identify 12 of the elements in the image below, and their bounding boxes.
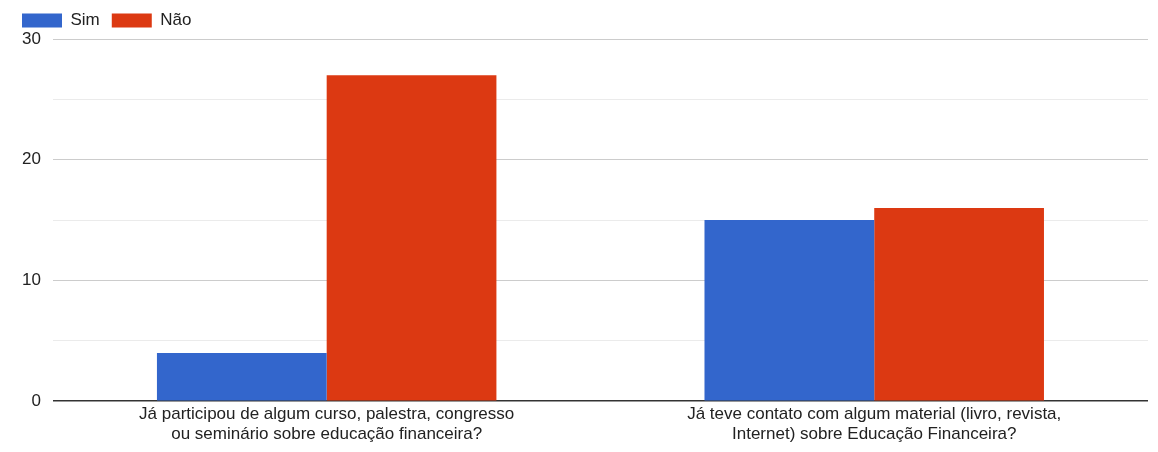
legend-label: Sim (70, 10, 100, 30)
x-tick-label: Já participou de algum curso, palestra, congresso ou seminário sobre educação financeira? (139, 404, 515, 444)
x-tick-label: Já teve contato com algum material (livro, revista, Internet) sobre Educação Financeira? (687, 404, 1062, 444)
y-tick-label: 20 (21, 149, 41, 169)
y-tick-label: 0 (31, 390, 41, 410)
bar (874, 208, 1044, 401)
bar (704, 220, 875, 401)
bar (326, 75, 497, 401)
y-tick-label: 30 (21, 28, 41, 48)
legend-label: Não (160, 10, 192, 30)
y-tick-label: 10 (21, 270, 41, 290)
bar (156, 352, 327, 401)
